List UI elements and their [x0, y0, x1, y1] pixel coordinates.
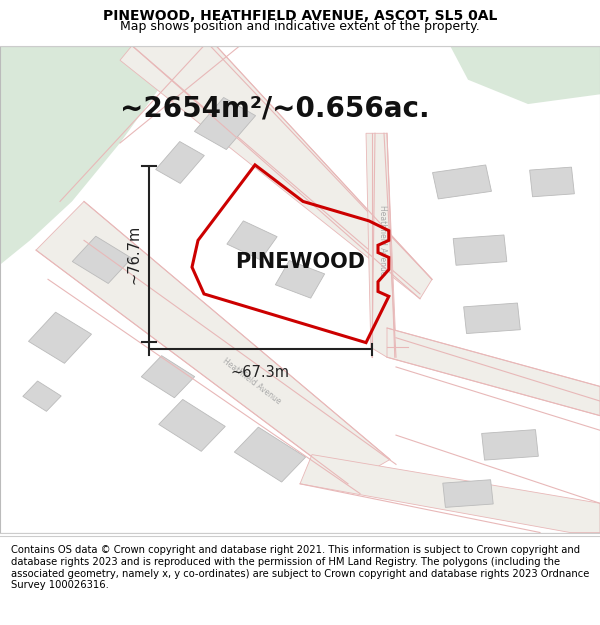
Polygon shape — [387, 328, 600, 416]
Text: PINEWOOD: PINEWOOD — [235, 253, 365, 272]
Text: ~67.3m: ~67.3m — [231, 365, 290, 380]
Polygon shape — [0, 46, 180, 265]
Polygon shape — [141, 356, 195, 398]
Text: PINEWOOD, HEATHFIELD AVENUE, ASCOT, SL5 0AL: PINEWOOD, HEATHFIELD AVENUE, ASCOT, SL5 … — [103, 9, 497, 23]
Polygon shape — [275, 261, 325, 298]
Polygon shape — [530, 167, 574, 197]
Polygon shape — [453, 235, 507, 265]
Polygon shape — [443, 480, 493, 508]
Polygon shape — [450, 46, 600, 104]
Text: ~76.7m: ~76.7m — [127, 224, 142, 284]
Polygon shape — [120, 46, 432, 299]
Polygon shape — [23, 381, 61, 411]
Polygon shape — [72, 236, 132, 284]
Polygon shape — [366, 133, 396, 358]
Polygon shape — [464, 303, 520, 334]
Polygon shape — [159, 399, 225, 451]
Polygon shape — [300, 454, 600, 532]
Text: Heathfield Avenue: Heathfield Avenue — [379, 205, 388, 276]
Polygon shape — [235, 427, 305, 482]
Polygon shape — [433, 165, 491, 199]
Polygon shape — [28, 312, 92, 363]
Text: ~2654m²/~0.656ac.: ~2654m²/~0.656ac. — [120, 95, 430, 123]
Polygon shape — [36, 201, 390, 484]
Text: Map shows position and indicative extent of the property.: Map shows position and indicative extent… — [120, 20, 480, 33]
Polygon shape — [482, 429, 538, 460]
Polygon shape — [227, 221, 277, 260]
Polygon shape — [155, 141, 205, 183]
Text: Heathfield Avenue: Heathfield Avenue — [221, 357, 283, 406]
Polygon shape — [194, 98, 256, 149]
Text: Contains OS data © Crown copyright and database right 2021. This information is : Contains OS data © Crown copyright and d… — [11, 546, 589, 590]
